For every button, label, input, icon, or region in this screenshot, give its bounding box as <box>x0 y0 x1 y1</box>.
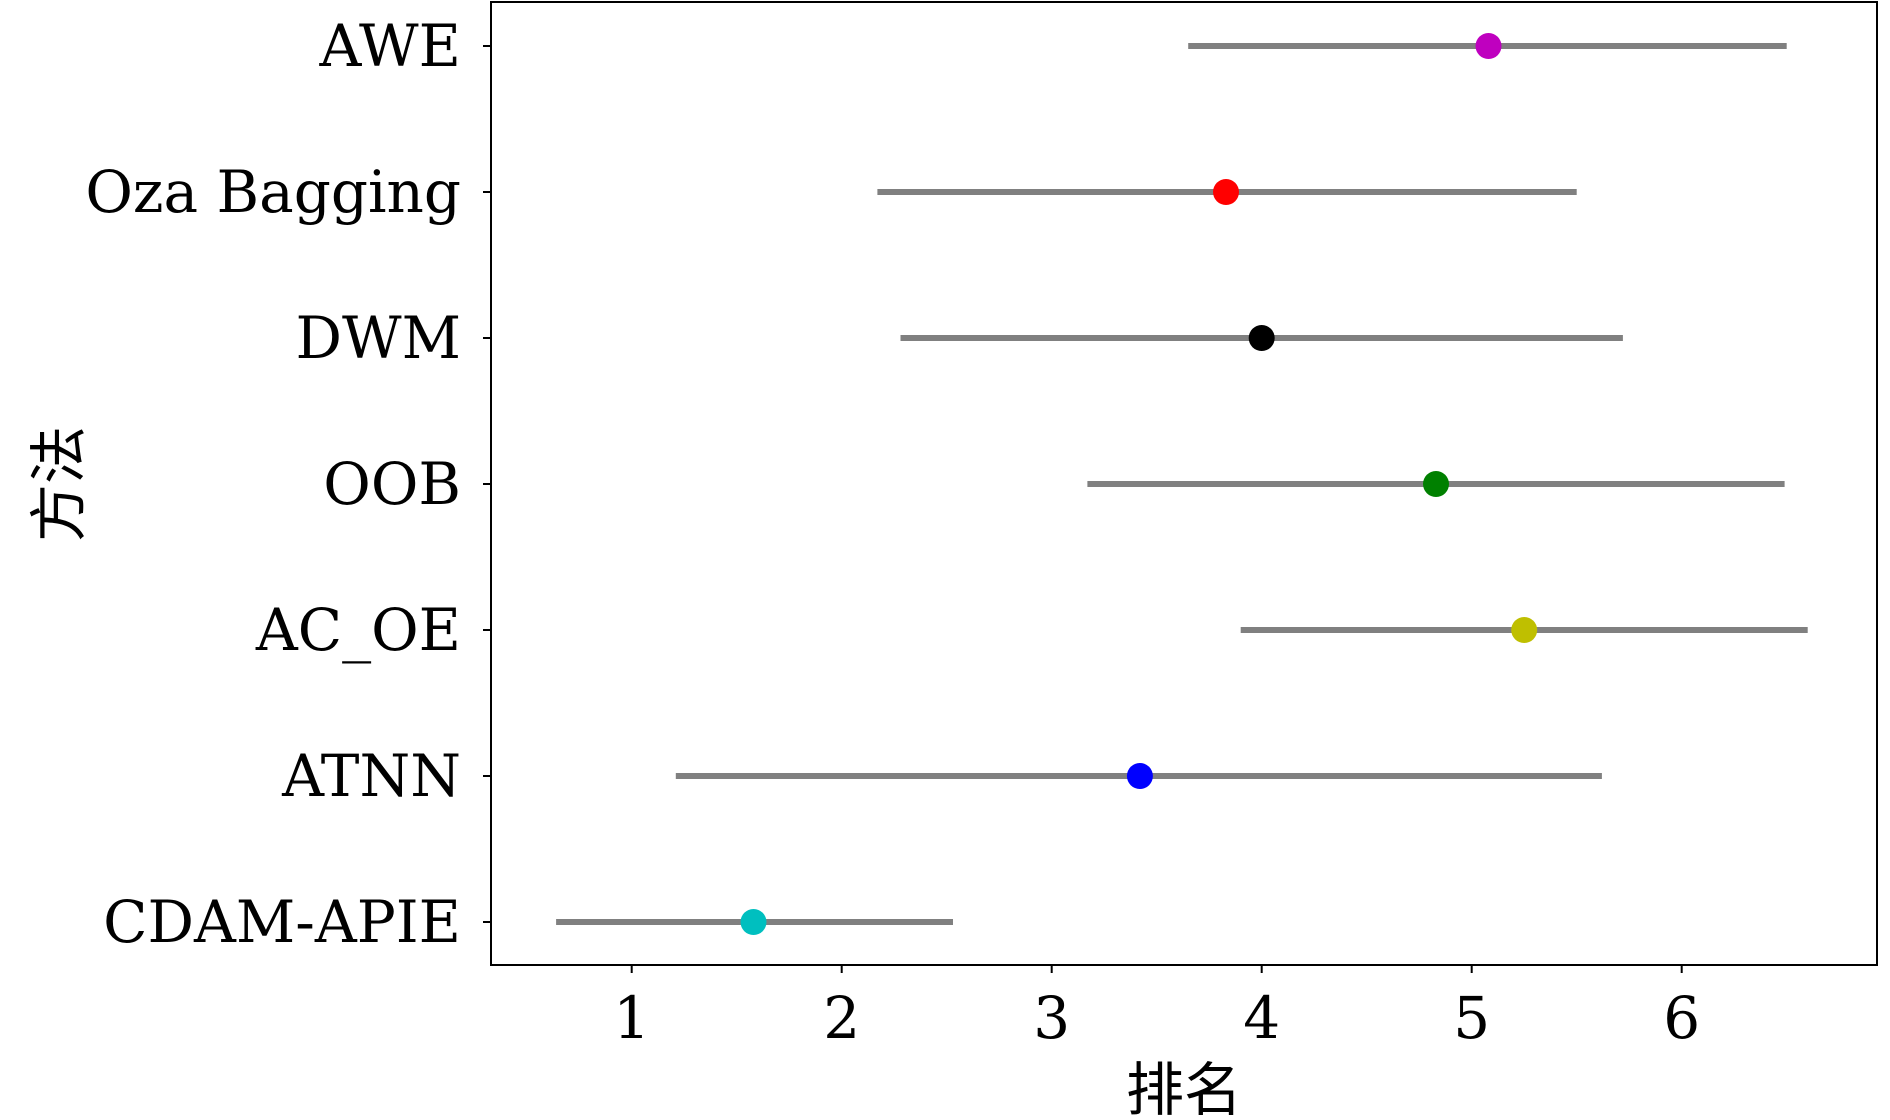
y-tick-label: CDAM-APIE <box>103 888 461 956</box>
y-tick-label: ATNN <box>281 742 461 810</box>
data-point <box>1213 179 1239 205</box>
data-point <box>1511 617 1538 643</box>
y-tick-label: DWM <box>295 304 461 372</box>
x-tick-label: 4 <box>1243 984 1280 1052</box>
y-tick-label: AC_OE <box>255 596 461 664</box>
data-point <box>740 909 767 935</box>
y-axis-title: 方法 <box>25 426 93 542</box>
x-tick-label: 2 <box>823 984 860 1052</box>
data-point <box>1248 325 1275 351</box>
x-tick-label: 3 <box>1033 984 1070 1052</box>
y-tick-label: Oza Bagging <box>85 158 461 226</box>
data-point <box>1423 471 1449 497</box>
x-tick-label: 6 <box>1663 984 1700 1052</box>
data-point <box>1475 33 1502 59</box>
x-axis-title: 排名 <box>1126 1056 1242 1120</box>
y-tick-label: OOB <box>323 450 461 518</box>
data-point <box>1126 763 1153 789</box>
x-tick-label: 1 <box>613 984 650 1052</box>
x-tick-label: 5 <box>1453 984 1490 1052</box>
y-tick-label: AWE <box>319 12 462 80</box>
